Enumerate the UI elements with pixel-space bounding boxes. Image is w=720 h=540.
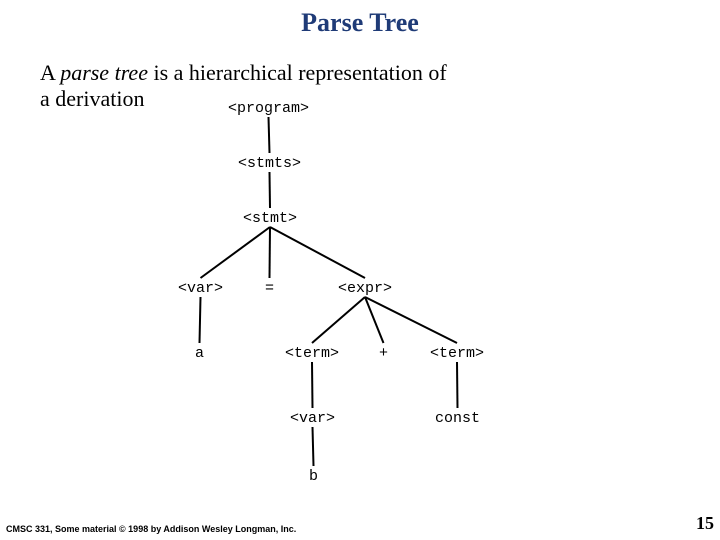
tree-node-term1: <term> — [285, 345, 339, 362]
tree-node-plus: + — [379, 345, 388, 362]
tree-node-program: <program> — [228, 100, 309, 117]
tree-node-b: b — [309, 468, 318, 485]
tree-node-var1: <var> — [178, 280, 223, 297]
tree-node-eq: = — [265, 280, 274, 297]
tree-node-stmt: <stmt> — [243, 210, 297, 227]
tree-node-var2: <var> — [290, 410, 335, 427]
page-title: Parse Tree — [0, 8, 720, 38]
definition-line-1: A parse tree is a hierarchical represent… — [40, 60, 447, 86]
tree-node-a: a — [195, 345, 204, 362]
tree-node-stmts: <stmts> — [238, 155, 301, 172]
slide-number: 15 — [696, 513, 714, 534]
footer-copyright: CMSC 331, Some material © 1998 by Addiso… — [6, 524, 296, 534]
tree-node-term2: <term> — [430, 345, 484, 362]
tree-node-expr: <expr> — [338, 280, 392, 297]
tree-node-const: const — [435, 410, 480, 427]
definition-line-2: a derivation — [40, 86, 144, 112]
